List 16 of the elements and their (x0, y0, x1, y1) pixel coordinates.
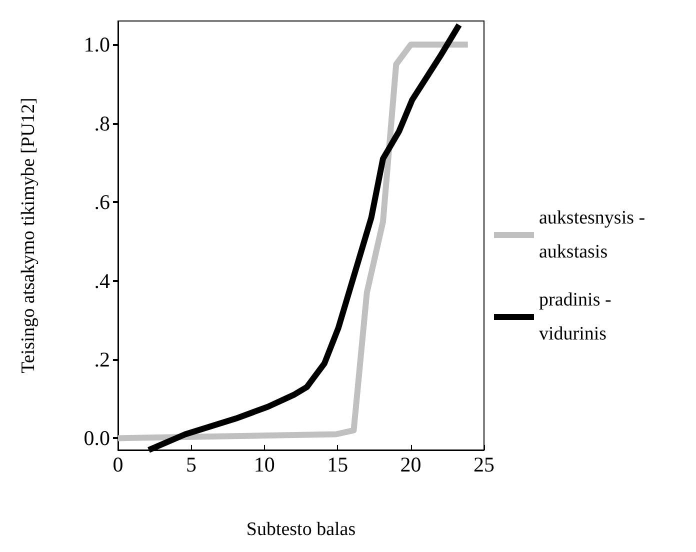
y-tick-label: .4 (94, 268, 110, 293)
y-tick-label: 0.0 (84, 426, 110, 450)
y-tick-label: .2 (94, 347, 110, 372)
legend-label: pradinis - vidurinis (539, 290, 616, 344)
y-tick-label: .6 (94, 190, 110, 214)
legend-label: aukstesnysis - aukstasis (539, 208, 650, 262)
x-tick-label: 10 (254, 452, 275, 476)
y-tick-label: .8 (94, 111, 110, 136)
x-tick-label: 5 (186, 452, 196, 476)
x-axis-title: Subtesto balas (246, 519, 356, 540)
x-tick-label: 25 (474, 452, 494, 476)
y-axis-title: Teisingo atsakymo tikimybe [PU12] (18, 98, 39, 374)
x-tick-label: 20 (400, 452, 422, 476)
x-tick-label: 15 (327, 452, 348, 476)
y-tick-label: 1.0 (84, 32, 110, 57)
x-tick-label: 0 (112, 452, 124, 476)
